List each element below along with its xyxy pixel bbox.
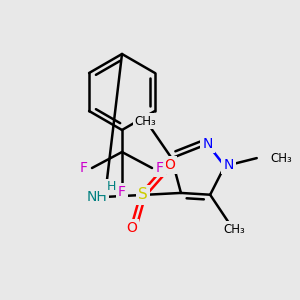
Text: CH₃: CH₃ xyxy=(271,152,292,165)
Text: O: O xyxy=(127,221,137,235)
Text: CH₃: CH₃ xyxy=(135,115,157,128)
Text: F: F xyxy=(80,161,88,175)
Text: H: H xyxy=(106,180,116,194)
Text: S: S xyxy=(138,188,148,202)
Text: F: F xyxy=(156,161,164,175)
Text: N: N xyxy=(224,158,234,172)
Text: CH₃: CH₃ xyxy=(223,223,245,236)
Text: F: F xyxy=(118,185,126,199)
Text: NH: NH xyxy=(87,190,107,204)
Text: N: N xyxy=(202,137,213,151)
Text: O: O xyxy=(164,158,175,172)
